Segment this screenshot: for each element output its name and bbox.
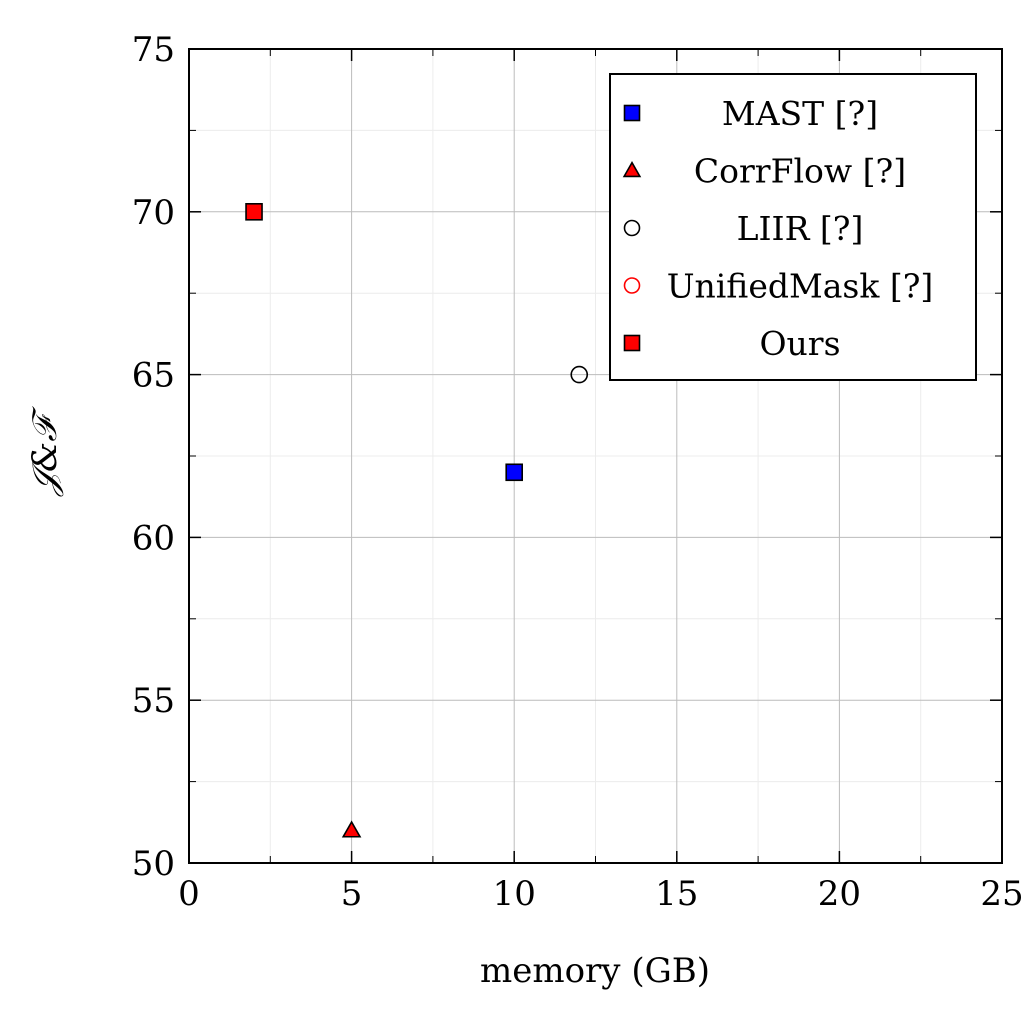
legend-marker <box>623 334 641 352</box>
x-tick-label: 5 <box>341 874 363 914</box>
y-tick-label: 70 <box>132 193 175 233</box>
x-tick-label: 15 <box>655 874 698 914</box>
y-tick-label: 60 <box>132 518 175 558</box>
legend-marker <box>623 277 641 294</box>
y-tick-labels: 50 55 60 65 70 75 <box>132 30 175 884</box>
legend-label: CorrFlow [?] <box>694 152 906 191</box>
legend-marker <box>623 104 641 122</box>
x-tick-label: 10 <box>493 874 536 914</box>
x-tick-label: 20 <box>818 874 861 914</box>
data-point <box>341 820 362 838</box>
y-axis-title: 𝒥&ℱ <box>25 406 65 498</box>
y-tick-label: 55 <box>132 681 175 721</box>
axis-ticks <box>188 48 1003 864</box>
legend-marker <box>623 219 641 237</box>
x-tick-label: 25 <box>980 874 1023 914</box>
legend: MAST [?] CorrFlow [?] LIIR [?] UnifiedMask … <box>609 73 977 381</box>
data-point <box>505 463 524 482</box>
x-axis-title: memory (GB) <box>480 951 710 991</box>
legend-label: MAST [?] <box>722 94 878 133</box>
legend-marker <box>622 161 642 178</box>
y-tick-label: 65 <box>132 356 175 396</box>
x-tick-labels: 0 5 10 15 20 25 <box>178 874 1023 914</box>
data-markers <box>245 203 589 838</box>
legend-box <box>609 73 977 381</box>
y-tick-label: 50 <box>132 844 175 884</box>
data-point <box>245 203 263 221</box>
legend-label: UnifiedMask [?] <box>667 267 934 306</box>
legend-label: Ours <box>759 324 840 363</box>
x-tick-label: 0 <box>178 874 200 914</box>
y-tick-label: 75 <box>132 30 175 70</box>
legend-label: LIIR [?] <box>737 209 864 248</box>
data-point <box>570 365 589 384</box>
